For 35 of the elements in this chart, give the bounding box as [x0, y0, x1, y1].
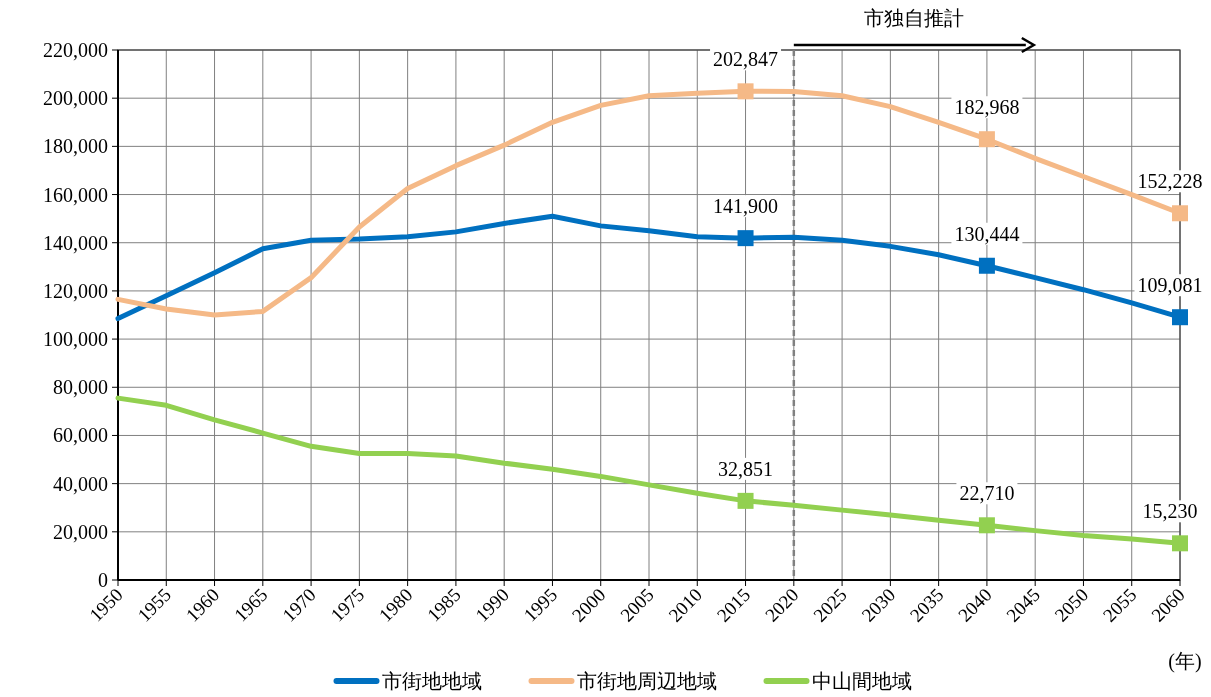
point — [737, 83, 754, 100]
data-label: 130,444 — [954, 222, 1020, 245]
y-tick-label: 180,000 — [43, 135, 108, 158]
point — [737, 230, 754, 247]
y-tick-label: 140,000 — [43, 231, 108, 254]
point — [978, 257, 995, 274]
point — [978, 517, 995, 534]
point — [1172, 535, 1188, 552]
y-tick-label: 0 — [98, 569, 108, 591]
legend-label: 市街地地域 — [381, 669, 482, 693]
point — [737, 492, 754, 509]
point — [1172, 205, 1188, 222]
data-label: 152,228 — [1137, 170, 1203, 193]
legend-label: 中山間地域 — [811, 669, 912, 693]
y-tick-label: 160,000 — [43, 183, 108, 206]
y-tick-label: 80,000 — [53, 376, 108, 399]
point — [978, 131, 995, 148]
data-label: 15,230 — [1142, 500, 1198, 523]
y-tick-label: 220,000 — [43, 39, 108, 61]
data-label: 32,851 — [718, 457, 774, 480]
data-label: 141,900 — [713, 195, 779, 218]
y-tick-label: 60,000 — [53, 424, 108, 447]
y-tick-label: 120,000 — [43, 279, 108, 302]
x-axis-title: (年) — [1168, 650, 1202, 673]
y-tick-label: 100,000 — [43, 328, 108, 351]
text: 市独自推計 — [863, 6, 964, 30]
y-tick-label: 20,000 — [53, 520, 108, 543]
point — [1172, 309, 1188, 326]
data-label: 202,847 — [713, 48, 779, 71]
legend-label: 市街地周辺地域 — [576, 669, 717, 693]
y-tick-label: 200,000 — [43, 87, 108, 110]
data-label: 182,968 — [954, 96, 1020, 119]
data-label: 22,710 — [959, 482, 1015, 505]
data-label: 109,081 — [1137, 274, 1203, 297]
y-tick-label: 40,000 — [53, 472, 108, 495]
